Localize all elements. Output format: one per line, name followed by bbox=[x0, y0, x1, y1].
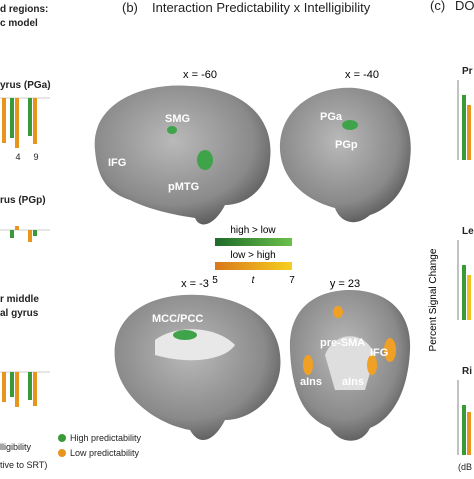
slice-label: x = -60 bbox=[183, 69, 217, 81]
tick-label: 9 bbox=[33, 152, 38, 162]
region-label: MCC/PCC bbox=[152, 313, 203, 325]
region-title: Ri bbox=[462, 366, 472, 377]
tick-label: 4 bbox=[15, 152, 20, 162]
left-title: c model bbox=[0, 18, 38, 29]
panel-letter: (b) bbox=[122, 0, 138, 15]
bars-decor bbox=[457, 80, 471, 455]
region-label: PGa bbox=[320, 111, 343, 123]
panel-title: DO bbox=[455, 0, 474, 13]
region-label: aIns bbox=[342, 376, 364, 388]
bars-decor bbox=[0, 97, 50, 407]
region-label: pre-SMA bbox=[320, 337, 365, 349]
left-title: d regions: bbox=[0, 4, 48, 15]
panel-letter: (c) bbox=[430, 0, 445, 13]
region-title: Le bbox=[462, 226, 474, 237]
region-label: IFG bbox=[108, 157, 126, 169]
colorbar-tick: 5 bbox=[212, 275, 218, 286]
colorbar-label: low > high bbox=[230, 250, 275, 261]
colorbar bbox=[215, 262, 292, 270]
region-label: aIns bbox=[300, 376, 322, 388]
y-label: Percent Signal Change bbox=[428, 248, 439, 351]
legend-label: High predictability bbox=[70, 433, 142, 443]
region-label: IFG bbox=[370, 347, 388, 359]
region-title: yrus (PGa) bbox=[0, 80, 51, 91]
slice-label: y = 23 bbox=[330, 278, 360, 290]
colorbar-tick: 7 bbox=[289, 275, 295, 286]
region-label: pMTG bbox=[168, 181, 199, 193]
region-label: PGp bbox=[335, 139, 358, 151]
slice-label: x = -3 bbox=[181, 278, 209, 290]
x-label: lligibility bbox=[0, 442, 32, 452]
region-title: rus (PGp) bbox=[0, 195, 46, 206]
region-title: Pr bbox=[462, 66, 473, 77]
x-label: (dB bbox=[458, 462, 472, 472]
slice-label: x = -40 bbox=[345, 69, 379, 81]
region-label: SMG bbox=[165, 113, 190, 125]
region-title: r middle bbox=[0, 294, 39, 305]
colorbar-label: high > low bbox=[230, 225, 276, 236]
legend-dot bbox=[58, 449, 66, 457]
legend-dot bbox=[58, 434, 66, 442]
colorbar bbox=[215, 238, 292, 246]
colorbar-title: t bbox=[252, 275, 256, 286]
region-title: al gyrus bbox=[0, 308, 39, 319]
panel-title: Interaction Predictability x Intelligibi… bbox=[152, 0, 371, 15]
legend-label: Low predictability bbox=[70, 448, 140, 458]
x-label: tive to SRT) bbox=[0, 460, 47, 470]
brain-images bbox=[94, 85, 411, 441]
